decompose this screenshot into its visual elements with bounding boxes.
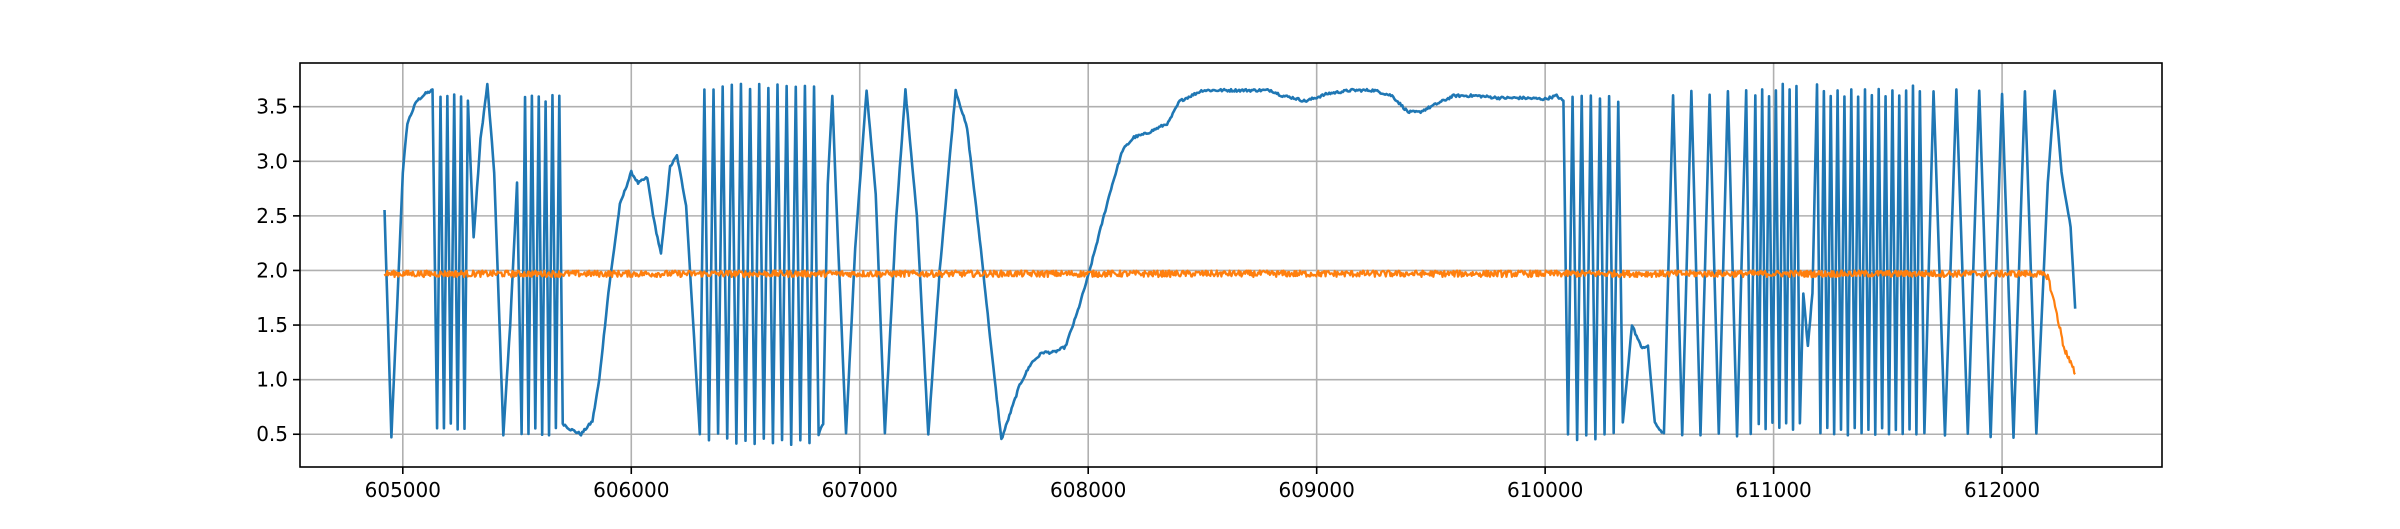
x-tick-label: 612000 bbox=[1964, 478, 2040, 502]
y-axis-ticks: 0.5 1.0 1.5 2.0 2.5 3.0 3.5 bbox=[256, 95, 300, 446]
x-tick-label: 608000 bbox=[1050, 478, 1126, 502]
x-tick-label: 610000 bbox=[1507, 478, 1583, 502]
y-tick-label: 1.5 bbox=[256, 313, 288, 337]
x-tick-label: 605000 bbox=[365, 478, 441, 502]
y-tick-label: 2.5 bbox=[256, 204, 288, 228]
series-line-blue bbox=[383, 82, 2077, 447]
y-tick-label: 1.0 bbox=[256, 368, 288, 392]
y-tick-label: 0.5 bbox=[256, 422, 288, 446]
y-tick-label: 3.5 bbox=[256, 95, 288, 119]
x-tick-label: 607000 bbox=[822, 478, 898, 502]
y-tick-label: 3.0 bbox=[256, 149, 288, 173]
series-layer bbox=[383, 82, 2077, 447]
series-line-orange bbox=[383, 269, 2076, 375]
x-tick-label: 611000 bbox=[1735, 478, 1811, 502]
x-tick-label: 609000 bbox=[1278, 478, 1354, 502]
x-tick-label: 606000 bbox=[593, 478, 669, 502]
x-axis-ticks: 605000 606000 607000 608000 609000 610000 6110… bbox=[365, 467, 2040, 502]
y-tick-label: 2.0 bbox=[256, 258, 288, 282]
plot-frame bbox=[299, 62, 2163, 468]
